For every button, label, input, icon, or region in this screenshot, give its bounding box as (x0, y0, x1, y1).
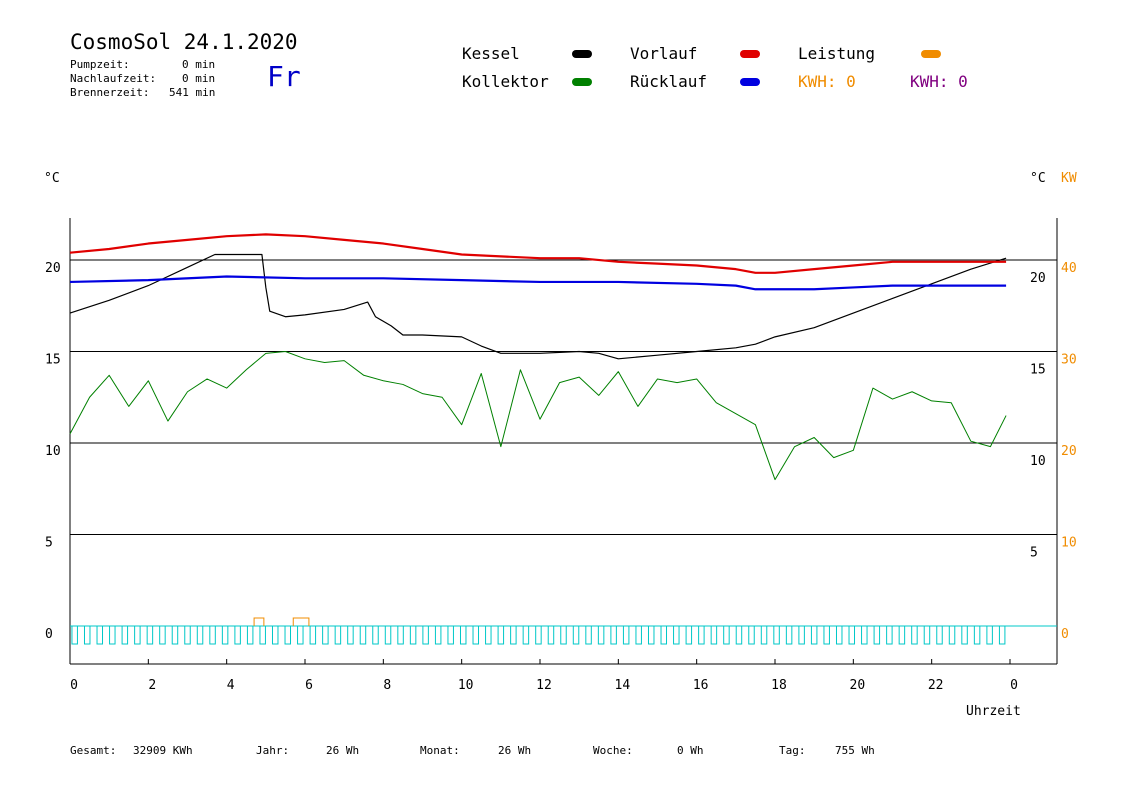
footer-jahr-value: 26 Wh (326, 744, 360, 757)
y-tick-left: 20 (45, 261, 61, 276)
x-tick-label: 8 (383, 678, 391, 693)
page-title: CosmoSol 24.1.2020 (70, 30, 298, 54)
legend-kwh-secondary: KWH: 0 (910, 72, 968, 91)
series-ruecklauf (69, 275, 1007, 291)
chart-axes: 0 2 4 6 8 10 12 14 16 18 20 22 0 0 5 10 15 20 5 10 15 20 0 10 20… (45, 261, 1077, 693)
y-tick-right-kw: 10 (1061, 536, 1077, 551)
stat-nachlaufzeit-value: 0 min (182, 72, 216, 85)
pump-signal-series (70, 625, 1057, 645)
x-tick-label: 12 (536, 678, 552, 693)
pump-signal-line (71, 626, 1006, 645)
legend-vorlauf-label: Vorlauf (630, 44, 698, 63)
x-tick-label: 10 (458, 678, 474, 693)
footer-monat-value: 26 Wh (498, 744, 532, 757)
power-series (253, 617, 310, 626)
footer-jahr-label: Jahr: (256, 744, 290, 757)
x-tick-label: 2 (148, 678, 156, 693)
legend-vorlauf-swatch (740, 50, 760, 58)
stat-brennerzeit-value: 541 min (169, 86, 216, 99)
stat-brennerzeit-label: Brennerzeit: (70, 86, 150, 99)
stat-nachlaufzeit-label: Nachlaufzeit: (70, 72, 157, 85)
legend-kwh-leistung: KWH: 0 (798, 72, 856, 91)
y-tick-right-kw: 0 (1061, 627, 1069, 642)
footer-monat-label: Monat: (420, 744, 460, 757)
x-tick-label: 4 (227, 678, 235, 693)
y-tick-left: 15 (45, 353, 61, 368)
y-tick-left: 0 (45, 627, 53, 642)
x-tick-label: 16 (693, 678, 709, 693)
x-tick-label: 18 (771, 678, 787, 693)
chart-series (69, 233, 1007, 481)
legend-leistung-swatch (921, 50, 941, 58)
y-tick-right-c: 15 (1030, 363, 1046, 378)
legend-leistung-label: Leistung (798, 44, 876, 63)
y-tick-right-c: 5 (1030, 546, 1038, 561)
y-axis-label-right-c: °C (1030, 171, 1046, 186)
y-axis-label-right-kw: KW (1061, 171, 1077, 186)
x-axis-label: Uhrzeit (966, 704, 1021, 719)
x-tick-label: 0 (1010, 678, 1018, 693)
legend-ruecklauf-label: Rücklauf (630, 72, 708, 91)
x-tick-label: 20 (850, 678, 866, 693)
stat-pumpzeit-value: 0 min (182, 58, 216, 71)
y-tick-right-c: 20 (1030, 271, 1046, 286)
y-tick-left: 5 (45, 536, 53, 551)
footer-woche-label: Woche: (593, 744, 633, 757)
legend-kollektor-label: Kollektor (462, 72, 549, 91)
legend-kessel-label: Kessel (462, 44, 520, 63)
chart-grid (70, 259, 1057, 535)
x-tick-label: 22 (928, 678, 944, 693)
y-tick-right-c: 10 (1030, 454, 1046, 469)
power-pulse (253, 617, 265, 626)
footer-tag-label: Tag: (779, 744, 806, 757)
legend-kollektor-swatch (572, 78, 592, 86)
x-tick-label: 14 (615, 678, 631, 693)
series-kessel (69, 253, 1007, 360)
stat-pumpzeit-label: Pumpzeit: (70, 58, 130, 71)
footer-woche-value: 0 Wh (677, 744, 704, 757)
x-tick-label: 0 (70, 678, 78, 693)
chart-frame (69, 218, 1058, 665)
y-tick-right-kw: 40 (1061, 261, 1077, 276)
y-tick-right-kw: 30 (1061, 353, 1077, 368)
legend-kessel-swatch (572, 50, 592, 58)
footer-gesamt-label: Gesamt: (70, 744, 117, 757)
y-tick-right-kw: 20 (1061, 444, 1077, 459)
x-tick-label: 6 (305, 678, 313, 693)
footer-tag-value: 755 Wh (835, 744, 875, 757)
footer-gesamt-value: 32909 KWh (133, 744, 193, 757)
series-kollektor (69, 351, 1007, 481)
series-vorlauf (69, 233, 1007, 274)
y-tick-left: 10 (45, 444, 61, 459)
power-pulse (292, 617, 310, 626)
y-axis-label-left: °C (44, 171, 60, 186)
weekday-label: Fr (267, 60, 301, 93)
legend-ruecklauf-swatch (740, 78, 760, 86)
